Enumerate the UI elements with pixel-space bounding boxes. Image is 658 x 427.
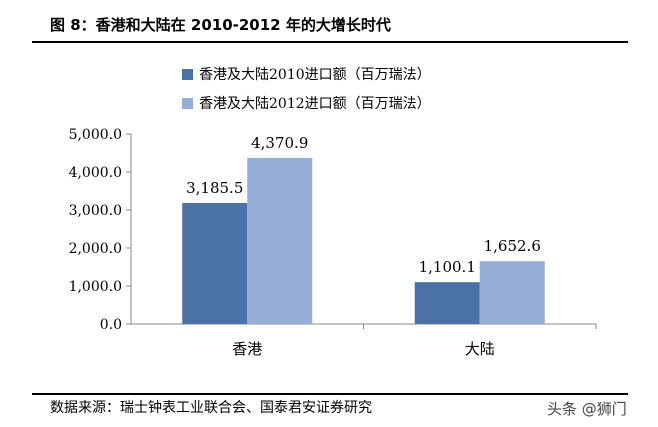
figure-title: 图 8：香港和大陆在 2010-2012 年的大增长时代 xyxy=(50,16,391,34)
data-label: 4,370.9 xyxy=(251,134,308,152)
bar xyxy=(414,282,480,324)
legend-label: 香港及大陆2010进口额（百万瑞法） xyxy=(199,67,431,83)
bar xyxy=(182,202,248,324)
x-tick-label: 大陆 xyxy=(465,340,495,358)
legend-swatch xyxy=(182,98,193,109)
data-label: 1,100.1 xyxy=(419,258,476,276)
footer-rule xyxy=(32,393,628,395)
legend-swatch xyxy=(182,69,193,80)
legend-label: 香港及大陆2012进口额（百万瑞法） xyxy=(199,96,431,112)
y-tick-label: 4,000.0 xyxy=(69,165,122,181)
watermark: 头条 @狮门 xyxy=(547,400,627,418)
y-tick-label: 1,000.0 xyxy=(69,279,122,295)
data-label: 3,185.5 xyxy=(186,179,243,197)
y-tick-label: 3,000.0 xyxy=(69,203,122,219)
data-label: 1,652.6 xyxy=(484,237,541,255)
source-note: 数据来源：瑞士钟表工业联合会、国泰君安证券研究 xyxy=(50,400,372,416)
bar xyxy=(479,261,545,324)
y-tick-label: 2,000.0 xyxy=(69,241,122,257)
bar xyxy=(247,157,313,324)
y-tick-label: 5,000.0 xyxy=(69,127,122,143)
title-rule xyxy=(32,41,628,43)
x-tick-label: 香港 xyxy=(232,340,262,358)
y-tick-label: 0.0 xyxy=(100,317,122,333)
